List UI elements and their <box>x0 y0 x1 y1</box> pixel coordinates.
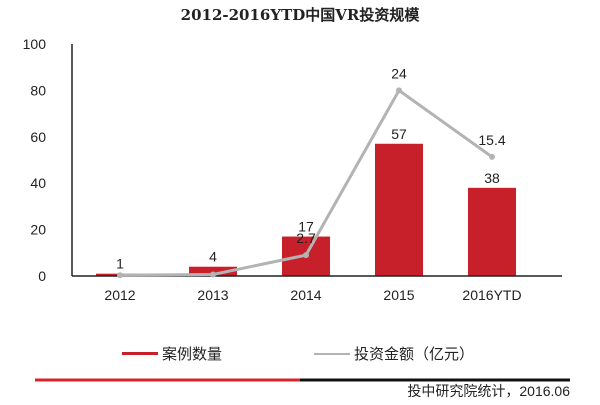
legend-label: 案例数量 <box>162 346 223 363</box>
y-tick-label: 60 <box>30 129 46 145</box>
legend-bar-swatch <box>122 352 158 355</box>
legend-item-line: 投资金额（亿元） <box>314 343 474 364</box>
bar-label: 4 <box>209 249 217 265</box>
y-tick-label: 20 <box>30 222 46 238</box>
x-tick-label: 2014 <box>290 287 321 303</box>
line-point <box>117 272 123 279</box>
x-tick-label: 2012 <box>104 287 135 303</box>
y-tick-label: 40 <box>30 175 46 191</box>
line-point <box>396 87 402 94</box>
bar-label: 57 <box>391 126 407 142</box>
x-tick-label: 2013 <box>197 287 228 303</box>
source-note: 投中研究院统计，2016.06 <box>407 383 570 399</box>
x-tick-label: 2015 <box>383 287 414 303</box>
legend-label: 投资金额（亿元） <box>354 346 475 363</box>
chart-title: 2012-2016YTD中国VR投资规模 <box>180 6 420 24</box>
legend-item-bars: 案例数量 <box>122 343 222 364</box>
bar-label: 38 <box>484 170 500 186</box>
line-point <box>489 153 495 160</box>
bar-label: 1 <box>116 256 124 272</box>
bar <box>468 187 516 276</box>
y-tick-label: 100 <box>23 36 47 52</box>
line-point <box>210 271 216 278</box>
line-label: 2.7 <box>296 230 316 246</box>
x-tick-label: 2016YTD <box>462 287 521 303</box>
line-label: 24 <box>391 65 407 81</box>
legend-line-swatch <box>314 352 350 355</box>
line-point <box>303 252 309 259</box>
line-label: 15.4 <box>478 132 505 148</box>
y-tick-label: 0 <box>38 268 46 284</box>
bar-label: 17 <box>298 219 314 235</box>
bar <box>189 266 237 276</box>
y-tick-label: 80 <box>30 82 46 98</box>
bar <box>375 143 423 276</box>
